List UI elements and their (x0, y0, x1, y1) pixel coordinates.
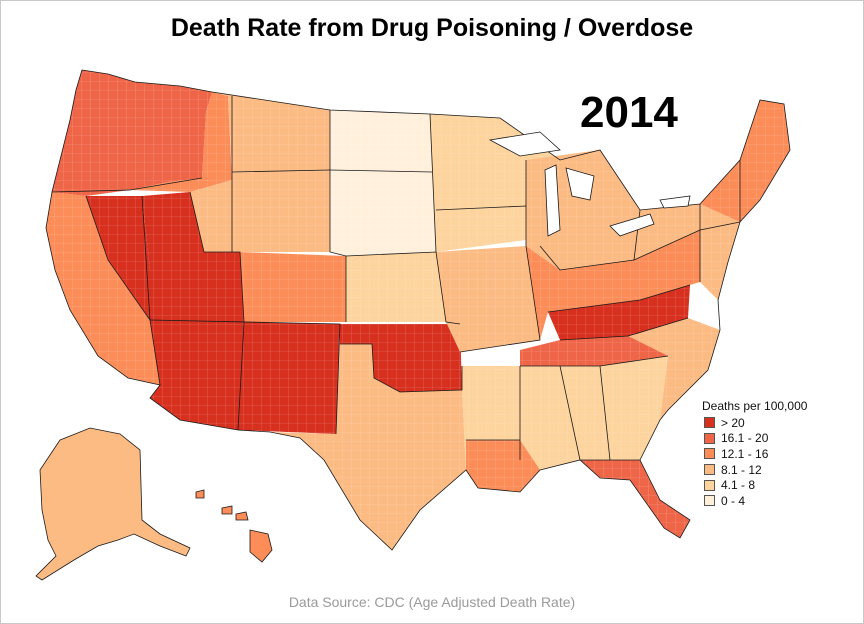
data-source-note: Data Source: CDC (Age Adjusted Death Rat… (288, 594, 576, 610)
legend-swatch (704, 417, 715, 429)
legend-item: 4.1 - 8 (702, 477, 807, 493)
legend-label: > 20 (721, 415, 745, 430)
county-borders (46, 70, 790, 550)
legend-item: 12.1 - 16 (702, 446, 807, 462)
legend-item: 8.1 - 12 (702, 462, 807, 478)
year-label: 2014 (580, 88, 678, 137)
legend-label: 12.1 - 16 (721, 446, 769, 461)
legend-label: 8.1 - 12 (721, 462, 762, 477)
legend-swatch (704, 479, 715, 491)
legend-item: > 20 (702, 415, 807, 431)
legend-swatch (704, 432, 715, 444)
state-borders (45, 69, 791, 551)
legend-item: 16.1 - 20 (702, 431, 807, 447)
legend-label: 0 - 4 (721, 493, 746, 508)
region-hawaii (195, 489, 273, 563)
legend-label: 16.1 - 20 (721, 431, 769, 446)
legend: Deaths per 100,000 > 20 16.1 - 20 12.1 -… (702, 399, 807, 509)
legend-item: 0 - 4 (702, 493, 807, 509)
legend-swatch (704, 448, 715, 460)
legend-label: 4.1 - 8 (721, 478, 756, 493)
great-lakes (488, 131, 691, 237)
region-alaska (35, 427, 191, 581)
legend-swatch (704, 495, 715, 507)
chart-title: Death Rate from Drug Poisoning / Overdos… (170, 14, 694, 42)
legend-swatch (704, 464, 715, 476)
legend-title: Deaths per 100,000 (702, 399, 808, 413)
